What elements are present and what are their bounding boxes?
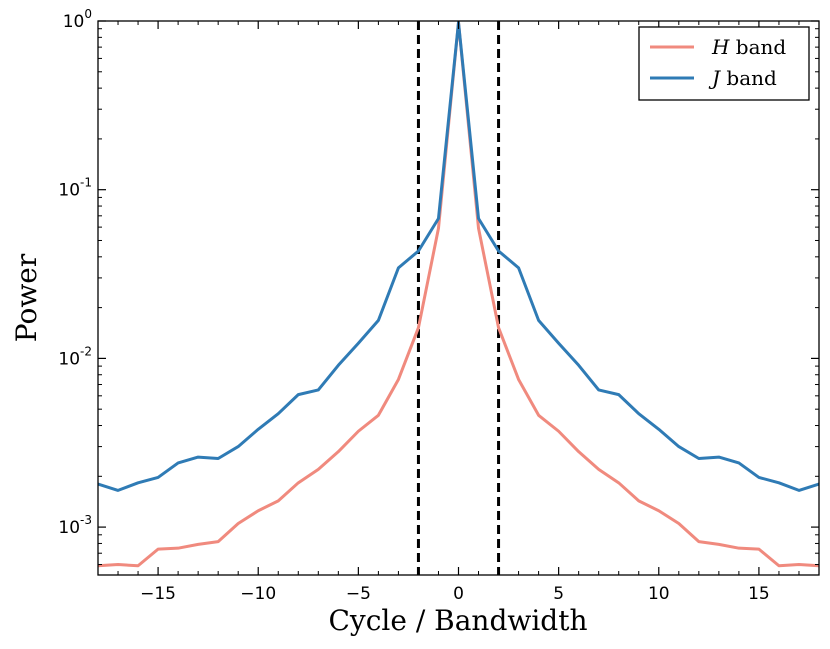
x-tick-label: −5 — [346, 584, 371, 604]
y-axis-label: Power — [10, 253, 43, 342]
x-tick-label: −10 — [240, 584, 276, 604]
y-tick-label: 100 — [63, 7, 92, 32]
y-tick-label: 10-2 — [58, 344, 92, 369]
y-tick-label: 10-1 — [58, 176, 92, 201]
legend: H band J band — [638, 26, 810, 101]
series-line-h-band — [98, 21, 819, 568]
x-tick-label: 5 — [553, 584, 564, 604]
x-tick-label: 10 — [648, 584, 670, 604]
x-axis-label: Cycle / Bandwidth — [328, 604, 587, 637]
legend-box — [638, 26, 810, 101]
plot-area — [98, 21, 819, 575]
legend-label-h-band: H band — [711, 35, 786, 59]
y-tick-label: 10-3 — [58, 513, 92, 538]
x-tick-label: 15 — [748, 584, 770, 604]
plot-frame — [97, 20, 820, 576]
x-tick-label: −15 — [140, 584, 176, 604]
legend-label-j-band: J band — [708, 66, 777, 90]
x-tick-label: 0 — [453, 584, 464, 604]
